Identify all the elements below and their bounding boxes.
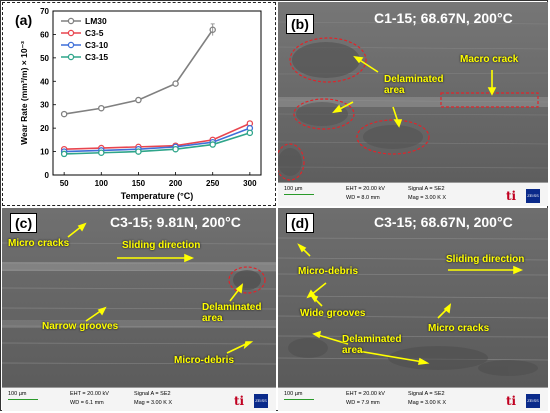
legend-label: LM30 — [85, 16, 107, 26]
panel-d-label: (d) — [286, 213, 314, 233]
panel-b-label: (b) — [286, 14, 314, 34]
data-point-lm30 — [172, 80, 179, 87]
panel-c-title: C3-15; 9.81N, 200°C — [110, 214, 241, 230]
zeiss-logo: ZEISS — [526, 394, 540, 408]
sem-image-d — [278, 208, 548, 388]
y-tick-label: 0 — [45, 171, 50, 180]
panel-b-sem: (b) C1-15; 68.67N, 200°C Delaminated are… — [278, 2, 548, 206]
x-tick-label: 50 — [60, 179, 69, 188]
zeiss-logo: ZEISS — [254, 394, 268, 408]
y-tick-label: 40 — [40, 77, 49, 86]
panel-c-label: (c) — [10, 213, 38, 233]
annotation-macro-crack: Macro crack — [460, 54, 519, 65]
ti-logo: ti — [234, 394, 245, 408]
sem-infobar-b: 100 µm EHT = 20.00 kV WD = 8.0 mm Signal… — [278, 182, 548, 206]
annotation-delaminated-area: Delaminated area — [202, 302, 262, 324]
x-tick-label: 300 — [243, 179, 257, 188]
annotation-delaminated-area: Delaminated area — [342, 334, 402, 356]
mag-value: Mag = 3.00 K X — [134, 400, 173, 406]
annotation-micro-cracks: Micro cracks — [428, 323, 490, 334]
legend-marker — [67, 29, 75, 37]
y-axis-label: Wear Rate (mm³/m) × 10⁻³ — [19, 41, 29, 145]
legend-label: C3-5 — [85, 28, 104, 38]
panel-b-title: C1-15; 68.67N, 200°C — [374, 10, 513, 26]
series-line-c3-5 — [64, 122, 251, 151]
data-point-c3-15 — [172, 145, 179, 153]
eht-value: EHT = 20.00 kV — [346, 391, 385, 397]
legend-label: C3-15 — [85, 52, 108, 62]
y-tick-label: 30 — [40, 101, 49, 110]
sem-infobar-c: 100 µm EHT = 20.00 kV WD = 6.1 mm Signal… — [2, 387, 276, 411]
x-tick-label: 200 — [169, 179, 183, 188]
x-tick-label: 100 — [95, 179, 109, 188]
scale-bar — [284, 194, 314, 195]
annotation-narrow-grooves: Narrow grooves — [42, 321, 119, 332]
scale-bar-label: 100 µm — [284, 391, 303, 397]
signal-value: Signal A = SE2 — [408, 391, 445, 397]
data-point-c3-15 — [246, 129, 254, 137]
zeiss-logo: ZEISS — [526, 189, 540, 203]
y-tick-label: 50 — [40, 54, 49, 63]
panel-d-title: C3-15; 68.67N, 200°C — [374, 214, 513, 230]
scale-bar-label: 100 µm — [284, 186, 303, 192]
wd-value: WD = 8.0 mm — [346, 195, 380, 201]
legend-marker — [67, 53, 75, 61]
wd-value: WD = 6.1 mm — [70, 400, 104, 406]
y-tick-label: 20 — [40, 124, 49, 133]
y-tick-label: 60 — [40, 30, 49, 39]
panel-d-sem: (d) C3-15; 68.67N, 200°C Micro-debris Sl… — [278, 208, 548, 411]
ti-logo: ti — [506, 394, 517, 408]
data-point-lm30 — [60, 110, 68, 118]
y-tick-label: 10 — [40, 148, 49, 157]
panel-c-sem: (c) C3-15; 9.81N, 200°C Micro cracks Sli… — [2, 208, 276, 411]
data-point-c3-15 — [209, 141, 216, 148]
eht-value: EHT = 20.00 kV — [70, 391, 109, 397]
data-point-c3-15 — [98, 149, 105, 156]
panel-a-chart: (a) 0 10 20 30 40 50 60 70 50 100 150 200 250 300 Tempe… — [2, 2, 276, 206]
sem-image-b — [278, 2, 548, 183]
wd-value: WD = 7.9 mm — [346, 400, 380, 406]
series-line-c3-10 — [64, 127, 251, 153]
wear-rate-chart: (a) 0 10 20 30 40 50 60 70 50 100 150 200 250 300 Tempe… — [15, 7, 262, 201]
data-point-c3-15 — [60, 150, 68, 158]
data-point-lm30 — [98, 104, 105, 112]
legend-label: C3-10 — [85, 40, 108, 50]
sem-image-c — [2, 208, 276, 388]
scale-bar — [8, 399, 38, 400]
ti-logo: ti — [506, 189, 517, 203]
data-point-lm30 — [135, 96, 142, 104]
scale-bar-label: 100 µm — [8, 391, 27, 397]
annotation-sliding-direction: Sliding direction — [446, 254, 525, 265]
x-axis-label: Temperature (°C) — [121, 191, 193, 201]
scale-bar — [284, 399, 314, 400]
signal-value: Signal A = SE2 — [408, 186, 445, 192]
legend-marker — [67, 17, 75, 25]
x-tick-label: 250 — [206, 179, 220, 188]
x-tick-label: 150 — [132, 179, 146, 188]
legend-marker — [67, 41, 75, 49]
y-tick-label: 70 — [40, 7, 49, 16]
annotation-micro-cracks: Micro cracks — [8, 238, 70, 249]
sem-infobar-d: 100 µm EHT = 20.00 kV WD = 7.9 mm Signal… — [278, 387, 548, 411]
annotation-wide-grooves: Wide grooves — [300, 308, 366, 319]
panel-a-label: (a) — [15, 12, 32, 28]
data-point-c3-15 — [135, 148, 142, 155]
annotation-micro-debris: Micro-debris — [174, 355, 235, 366]
signal-value: Signal A = SE2 — [134, 391, 171, 397]
annotation-micro-debris: Micro-debris — [298, 266, 359, 277]
annotation-delaminated-area: Delaminated area — [384, 74, 444, 96]
eht-value: EHT = 20.00 kV — [346, 186, 385, 192]
mag-value: Mag = 3.00 K X — [408, 400, 447, 406]
mag-value: Mag = 3.00 K X — [408, 195, 447, 201]
annotation-sliding-direction: Sliding direction — [122, 240, 201, 251]
plot-frame — [52, 10, 262, 176]
series-line-c3-15 — [64, 132, 251, 155]
